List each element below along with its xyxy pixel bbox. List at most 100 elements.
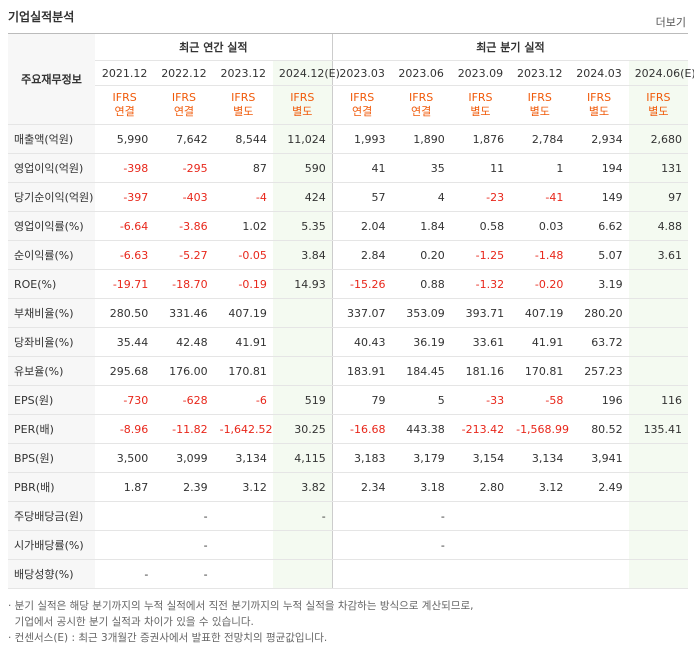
cell: [272, 559, 333, 589]
row-label: 매출액(억원): [8, 124, 95, 154]
cell: 1.84: [391, 211, 451, 241]
period-header: 2024.06(E): [628, 60, 694, 86]
cell: [450, 530, 511, 560]
cell: 257.23: [569, 356, 629, 386]
cell: 3,179: [391, 443, 451, 473]
corner-header: 주요재무정보: [8, 33, 95, 125]
cell: 5.35: [272, 211, 333, 241]
cell: -16.68: [331, 414, 392, 444]
note: · 컨센서스(E) : 최근 3개월간 증권사에서 발표한 전망치의 평균값입니…: [8, 632, 328, 644]
cell: 1,876: [450, 124, 511, 154]
cell: 2,680: [628, 124, 689, 154]
cell: 80.52: [569, 414, 629, 444]
standard-text: IFRS: [527, 91, 552, 104]
data-row: 배당성향(%) - -: [8, 559, 689, 589]
cell: 116: [628, 385, 689, 415]
standard-text: 별도: [233, 105, 254, 118]
standard-text: 별도: [470, 105, 491, 118]
cell: 5: [391, 385, 451, 415]
cell: -295: [154, 153, 214, 183]
note: 기업에서 공시한 분기 실적과 차이가 있을 수 있습니다.: [8, 616, 254, 628]
data-row: 순이익률(%) -6.63 -5.27 -0.05 3.84 2.84 0.20 -1.25-…: [8, 240, 689, 270]
data-row: 영업이익률(%) -6.64 -3.86 1.02 5.35 2.04 1.84 0.58 0.…: [8, 211, 689, 241]
cell: -: [154, 501, 214, 531]
cell: 2.04: [331, 211, 392, 241]
cell: -15.26: [331, 269, 392, 299]
row-label: 유보율(%): [8, 356, 95, 386]
more-link[interactable]: 더보기: [655, 16, 686, 29]
cell: [510, 559, 570, 589]
cell: -6: [213, 385, 273, 415]
cell: -6.64: [95, 211, 155, 241]
cell: 3.12: [213, 472, 273, 502]
cell: 57: [331, 182, 392, 212]
group-header: 최근 연간 실적: [95, 33, 333, 61]
cell: 5.07: [569, 240, 629, 270]
section-title: 기업실적분석: [8, 10, 75, 24]
standard-text: 연결: [114, 105, 135, 118]
cell: 3,134: [213, 443, 273, 473]
cell: -: [154, 530, 214, 560]
cell: 30.25: [272, 414, 333, 444]
cell: -: [391, 501, 451, 531]
cell: 149: [569, 182, 629, 212]
standard-text: IFRS: [468, 91, 493, 104]
cell: 181.16: [450, 356, 511, 386]
data-row: PBR(배) 1.87 2.39 3.12 3.82 2.34 3.18 2.80 3.12 2.…: [8, 472, 689, 502]
cell: -1.32: [450, 269, 511, 299]
cell: [450, 501, 511, 531]
cell: 2,784: [510, 124, 570, 154]
cell: 353.09: [391, 298, 451, 328]
cell: -1,642.52: [213, 414, 273, 444]
cell: 4,115: [272, 443, 333, 473]
data-row: 당기순이익(억원) -397 -403 -4 424 57 4 -23 -41 149 97: [8, 182, 689, 212]
cell: [272, 356, 333, 386]
cell: [510, 530, 570, 560]
cell: 196: [569, 385, 629, 415]
period-header: 2023.09: [450, 60, 511, 86]
cell: -5.27: [154, 240, 214, 270]
cell: -1,568.99: [510, 414, 570, 444]
cell: [569, 559, 629, 589]
cell: -: [391, 530, 451, 560]
standard-text: IFRS: [586, 91, 612, 104]
cell: -628: [154, 385, 214, 415]
data-row: 매출액(억원) 5,990 7,642 8,544 11,024 1,993 1,890 1,…: [8, 124, 689, 154]
cell: 33.61: [450, 327, 511, 357]
cell: -4: [213, 182, 273, 212]
cell: -3.86: [154, 211, 214, 241]
cell: 2.49: [569, 472, 629, 502]
cell: 11: [450, 153, 511, 183]
cell: 424: [272, 182, 333, 212]
cell: [213, 559, 273, 589]
cell: [569, 530, 629, 560]
cell: 14.93: [272, 269, 333, 299]
data-row: 시가배당률(%) - -: [8, 530, 689, 560]
cell: [628, 443, 689, 473]
cell: -1.25: [450, 240, 511, 270]
cell: 194: [569, 153, 629, 183]
cell: 280.50: [95, 298, 155, 328]
standard-text: 연결: [173, 105, 195, 118]
cell: 40.43: [331, 327, 392, 357]
cell: 280.20: [569, 298, 629, 328]
cell: 170.81: [510, 356, 570, 386]
row-label: EPS(원): [8, 385, 95, 415]
cell: [628, 530, 689, 560]
cell: 1.02: [213, 211, 273, 241]
cell: 35.44: [95, 327, 155, 357]
cell: 3.18: [391, 472, 451, 502]
standard-text: 연결: [411, 105, 432, 118]
cell: 407.19: [213, 298, 273, 328]
cell: -19.71: [95, 269, 155, 299]
row-label: 순이익률(%): [8, 240, 95, 270]
period-header: 2023.12: [213, 60, 273, 86]
cell: 2.80: [450, 472, 511, 502]
cell: 295.68: [95, 356, 155, 386]
cell: [213, 530, 273, 560]
cell: 35: [391, 153, 451, 183]
data-row: 영업이익(억원) -398 -295 87 590 41 35 11 1 194 131: [8, 153, 689, 183]
notes: · 분기 실적은 해당 분기까지의 누적 실적에서 직전 분기까지의 누적 실적…: [8, 598, 473, 646]
cell: [331, 559, 392, 589]
cell: -397: [95, 182, 155, 212]
